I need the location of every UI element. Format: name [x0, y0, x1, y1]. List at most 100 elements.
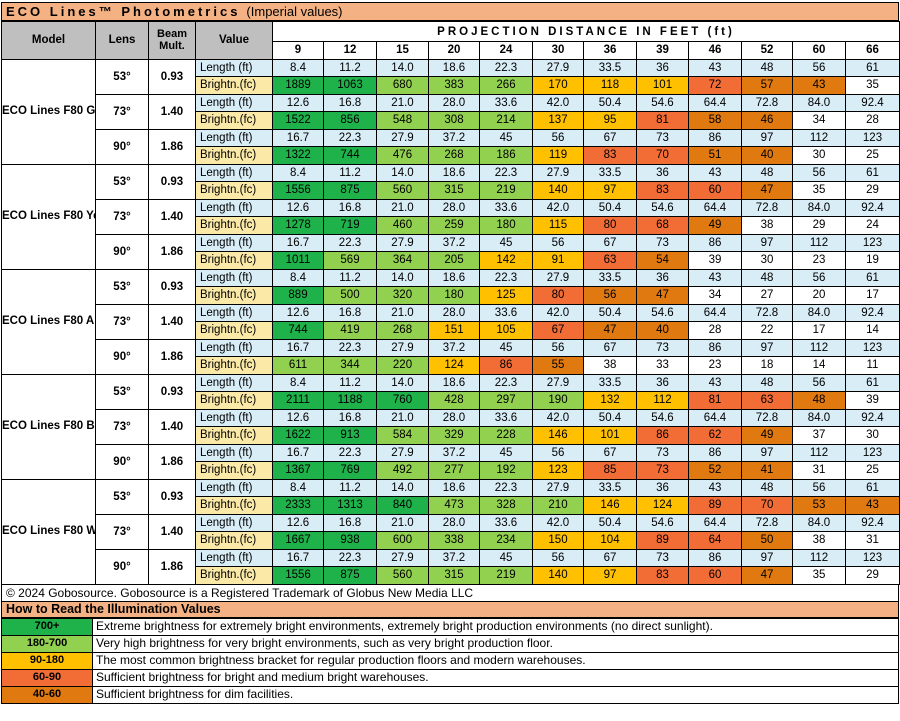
- length-value: 18.6: [428, 163, 480, 182]
- length-label: Length (ft): [195, 303, 273, 322]
- brightness-value: 119: [532, 146, 584, 165]
- brightness-value: 14: [792, 356, 846, 375]
- brightness-value: 744: [272, 321, 324, 340]
- length-value: 14.0: [376, 373, 429, 392]
- length-row: 73° 1.40 Length (ft) 12.6 16.8 21.0 28.0 33.6 42…: [2, 513, 900, 550]
- length-value: 67: [583, 548, 637, 567]
- length-value: 16.8: [323, 513, 377, 532]
- legend-range: 90-180: [1, 651, 93, 670]
- length-value: 64.4: [688, 513, 742, 532]
- length-value: 64.4: [688, 303, 742, 322]
- length-value: 123: [845, 233, 900, 252]
- brightness-label: Brightn.(fc): [195, 566, 273, 585]
- brightness-value: 18: [741, 356, 793, 375]
- brightness-value: 39: [845, 391, 900, 410]
- brightness-value: 124: [636, 496, 689, 515]
- length-row: 90° 1.86 Length (ft) 16.7 22.3 27.9 37.2 45 56 67…: [2, 128, 900, 165]
- brightness-value: 47: [636, 286, 689, 305]
- length-value: 61: [845, 268, 900, 287]
- brightness-value: 220: [376, 356, 429, 375]
- distance-header: 20: [428, 41, 480, 60]
- length-value: 92.4: [845, 93, 900, 112]
- length-value: 73: [636, 338, 689, 357]
- length-value: 27.9: [376, 128, 429, 147]
- brightness-value: 83: [583, 146, 637, 165]
- length-label: Length (ft): [195, 163, 273, 182]
- brightness-label: Brightn.(fc): [195, 146, 273, 165]
- length-value: 21.0: [376, 513, 429, 532]
- length-row: 90° 1.86 Length (ft) 16.7 22.3 27.9 37.2 45 56 67…: [2, 233, 900, 270]
- length-value: 86: [688, 443, 742, 462]
- brightness-row: Brightn.(fc) 1367 769 492 277 192 123 85 73 52 41 3…: [2, 461, 900, 480]
- brightness-value: 180: [479, 216, 533, 235]
- legend-range: 180-700: [1, 634, 93, 653]
- length-value: 14.0: [376, 58, 429, 77]
- length-value: 21.0: [376, 408, 429, 427]
- length-value: 61: [845, 373, 900, 392]
- length-value: 56: [532, 128, 584, 147]
- brightness-row: Brightn.(fc) 744 419 268 151 105 67 47 40 28 22 17 1…: [2, 321, 900, 340]
- length-value: 42.0: [532, 513, 584, 532]
- length-label: Length (ft): [195, 233, 273, 252]
- brightness-value: 600: [376, 531, 429, 550]
- brightness-value: 70: [636, 146, 689, 165]
- length-value: 33.5: [583, 478, 637, 497]
- length-value: 92.4: [845, 513, 900, 532]
- brightness-value: 50: [741, 531, 793, 550]
- legend-description: Very high brightness for very bright env…: [92, 634, 899, 653]
- length-value: 61: [845, 478, 900, 497]
- brightness-value: 500: [323, 286, 377, 305]
- length-value: 56: [792, 163, 846, 182]
- brightness-value: 315: [428, 181, 480, 200]
- brightness-value: 180: [428, 286, 480, 305]
- distance-header: 60: [792, 41, 846, 60]
- beam-multiplier: 1.40: [148, 93, 196, 130]
- length-label: Length (ft): [195, 128, 273, 147]
- length-value: 92.4: [845, 408, 900, 427]
- header-projection-distance: PROJECTION DISTANCE IN FEET (ft): [272, 21, 900, 42]
- length-value: 37.2: [428, 443, 480, 462]
- brightness-value: 428: [428, 391, 480, 410]
- brightness-value: 40: [741, 146, 793, 165]
- brightness-value: 80: [532, 286, 584, 305]
- legend-item: 90-180 The most common brightness bracket…: [1, 651, 899, 670]
- length-label: Length (ft): [195, 513, 273, 532]
- brightness-value: 35: [845, 76, 900, 95]
- brightness-value: 913: [323, 426, 377, 445]
- length-value: 73: [636, 233, 689, 252]
- brightness-value: 27: [741, 286, 793, 305]
- brightness-value: 17: [845, 286, 900, 305]
- brightness-row: Brightn.(fc) 1278 719 460 259 180 115 80 68 49 38 2…: [2, 216, 900, 235]
- length-value: 33.6: [479, 303, 533, 322]
- lens-angle: 90°: [95, 128, 149, 165]
- brightness-value: 1011: [272, 251, 324, 270]
- length-value: 22.3: [479, 268, 533, 287]
- length-value: 54.6: [636, 408, 689, 427]
- brightness-value: 889: [272, 286, 324, 305]
- brightness-value: 58: [688, 111, 742, 130]
- length-value: 112: [792, 233, 846, 252]
- length-value: 42.0: [532, 93, 584, 112]
- length-value: 123: [845, 128, 900, 147]
- brightness-value: 1556: [272, 181, 324, 200]
- length-label: Length (ft): [195, 373, 273, 392]
- brightness-value: 1063: [323, 76, 377, 95]
- length-value: 11.2: [323, 58, 377, 77]
- sheet-title-main: ECO Lines™ Photometrics: [6, 4, 241, 19]
- beam-multiplier: 1.40: [148, 303, 196, 340]
- brightness-value: 760: [376, 391, 429, 410]
- length-value: 84.0: [792, 408, 846, 427]
- brightness-value: 67: [532, 321, 584, 340]
- length-value: 28.0: [428, 408, 480, 427]
- length-value: 33.6: [479, 198, 533, 217]
- length-value: 11.2: [323, 268, 377, 287]
- beam-multiplier: 1.86: [148, 338, 196, 375]
- brightness-value: 146: [583, 496, 637, 515]
- brightness-value: 268: [376, 321, 429, 340]
- length-value: 73: [636, 128, 689, 147]
- lens-angle: 90°: [95, 338, 149, 375]
- brightness-value: 20: [792, 286, 846, 305]
